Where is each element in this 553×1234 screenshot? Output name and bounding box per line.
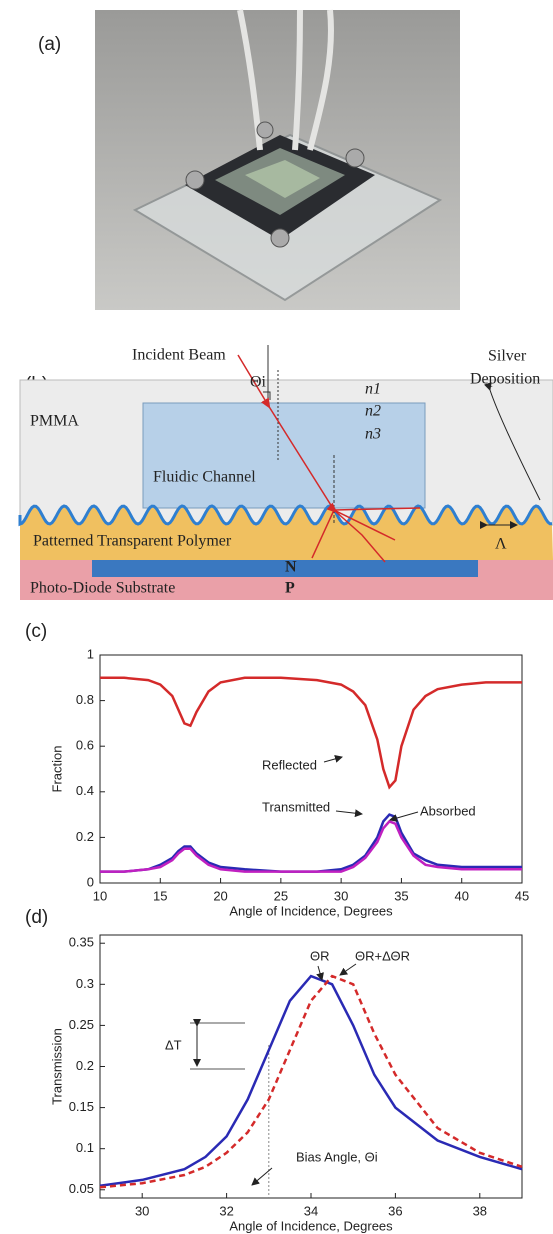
x-tick-label: 25 [274, 888, 288, 903]
annotation-arrow [251, 1167, 273, 1186]
label: n1 [365, 381, 381, 398]
annotation-arrow [389, 811, 419, 822]
y-tick-label: 0.6 [76, 738, 94, 753]
y-tick-label: 1 [87, 646, 94, 661]
y-tick-label: 0.25 [69, 1017, 94, 1032]
x-tick-label: 30 [334, 888, 348, 903]
y-axis-label: Fraction [49, 746, 64, 793]
y-tick-label: 0.3 [76, 976, 94, 991]
x-axis-label: Angle of Incidence, Degrees [229, 903, 393, 918]
label: Fluidic Channel [153, 469, 256, 486]
label: P [285, 580, 295, 597]
x-tick-label: 20 [213, 888, 227, 903]
annotation-arrow [339, 963, 357, 976]
annotation: Absorbed [420, 803, 476, 818]
x-tick-label: 36 [388, 1203, 402, 1218]
x-tick-label: 45 [515, 888, 529, 903]
x-axis-label: Angle of Incidence, Degrees [229, 1218, 393, 1233]
annotation: ΘR+ΔΘR [355, 948, 410, 963]
series-line [100, 813, 522, 873]
panel-label: (c) [25, 621, 47, 642]
panel-label: (d) [25, 907, 48, 928]
label: Silver [488, 348, 527, 365]
series-line [100, 819, 522, 873]
annotation-arrow [316, 965, 324, 981]
x-tick-label: 32 [219, 1203, 233, 1218]
plot-frame [99, 654, 523, 884]
annotation-arrow [335, 809, 363, 818]
label: Patterned Transparent Polymer [33, 533, 232, 550]
x-tick-label: 10 [93, 888, 107, 903]
label: N [285, 559, 297, 576]
y-tick-label: 0.2 [76, 1058, 94, 1073]
x-tick-label: 40 [454, 888, 468, 903]
panel-label: (a) [38, 34, 61, 55]
series-line [100, 676, 522, 790]
x-tick-label: 34 [304, 1203, 318, 1218]
y-axis-label: Transmission [49, 1028, 64, 1105]
x-tick-label: 15 [153, 888, 167, 903]
diagram: Incident Beam Silver Deposition Θi n1 n2… [18, 345, 553, 600]
label: PMMA [30, 413, 79, 430]
y-tick-label: 0 [87, 874, 94, 889]
label: n2 [365, 403, 381, 420]
x-tick-label: 35 [394, 888, 408, 903]
series-line [99, 974, 523, 1189]
annotation: ΔT [165, 1037, 182, 1052]
y-tick-label: 0.8 [76, 692, 94, 707]
label: Photo-Diode Substrate [30, 580, 175, 597]
annotation: ΘR [310, 948, 330, 963]
label: Θi [250, 374, 267, 391]
x-tick-label: 38 [473, 1203, 487, 1218]
annotation: Reflected [262, 757, 317, 772]
y-tick-label: 0.15 [69, 1099, 94, 1114]
series-line [99, 974, 523, 1187]
y-tick-label: 0.35 [69, 935, 94, 950]
label: Deposition [470, 371, 540, 388]
annotation-arrow [323, 755, 343, 763]
photo [95, 9, 460, 310]
y-tick-label: 0.2 [76, 829, 94, 844]
label: Λ [495, 536, 507, 553]
label: n3 [365, 426, 381, 443]
y-tick-label: 0.05 [69, 1181, 94, 1196]
x-tick-label: 30 [135, 1203, 149, 1218]
annotation: Bias Angle, Θi [296, 1149, 378, 1164]
y-tick-label: 0.1 [76, 1140, 94, 1155]
annotation: Transmitted [262, 799, 330, 814]
y-tick-label: 0.4 [76, 783, 94, 798]
label: Incident Beam [132, 347, 226, 364]
